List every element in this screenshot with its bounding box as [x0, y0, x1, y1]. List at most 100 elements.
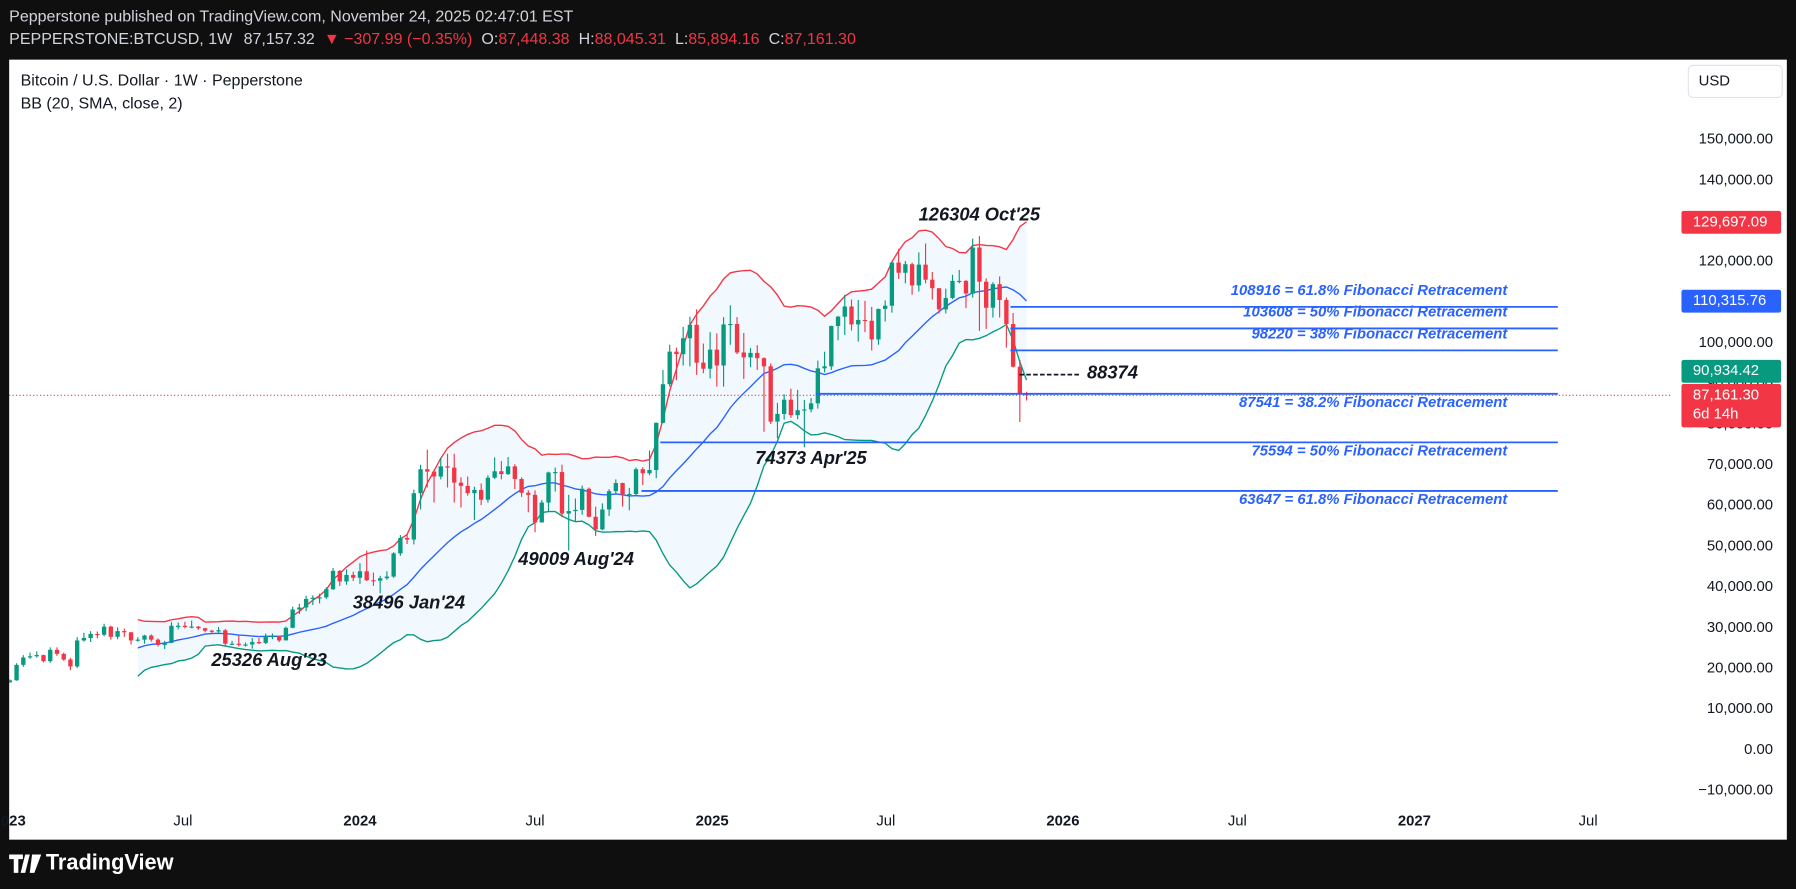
y-tick-label: 100,000.00	[1699, 335, 1773, 351]
candle-body	[647, 470, 652, 474]
y-tick-label: 70,000.00	[1707, 457, 1773, 473]
y-tick-label: 150,000.00	[1699, 132, 1773, 148]
candle-body	[74, 640, 80, 667]
candle-body	[781, 399, 787, 414]
candle-body	[95, 633, 100, 636]
candle-body	[404, 537, 410, 540]
candle-body	[526, 492, 531, 495]
candle-body	[943, 297, 948, 310]
ohlc-key: L:	[675, 30, 688, 48]
candle-body	[734, 324, 740, 353]
candle-body	[573, 509, 578, 512]
candle-body	[519, 478, 524, 493]
candle-body	[1010, 324, 1016, 367]
candle-body	[916, 264, 922, 286]
candle-body	[728, 324, 733, 326]
annotation: 126304 Oct'25	[919, 203, 1041, 224]
candle-body	[155, 639, 161, 645]
fib-label: 98220 = 38% Fibonacci Retracement	[1251, 326, 1508, 342]
candle-body	[101, 626, 107, 635]
x-tick-label: 2024	[343, 813, 377, 829]
currency-button[interactable]	[1687, 64, 1783, 99]
candle-body	[337, 570, 342, 582]
currency-label[interactable]: USD	[1699, 73, 1731, 89]
candle-body	[290, 609, 295, 628]
y-tick-label: −10,000.00	[1698, 782, 1773, 798]
price-label-box	[1681, 359, 1782, 383]
price-label-countdown: 6d 14h	[1693, 407, 1739, 423]
candle-body	[324, 589, 329, 598]
ohlc-key: O:	[481, 30, 498, 48]
candle-body	[229, 643, 235, 645]
ohlc-value: 88,045.31	[595, 30, 666, 48]
candle-body	[768, 366, 773, 422]
candle-body	[862, 319, 868, 322]
candle-body	[829, 326, 834, 367]
y-tick-label: 10,000.00	[1707, 701, 1773, 717]
x-tick-label: Jul	[1579, 813, 1598, 829]
candle-body	[169, 625, 174, 643]
candle-body	[276, 635, 282, 641]
x-tick-label: Jul	[876, 813, 895, 829]
candle-body	[364, 571, 369, 581]
brand-logo: TradingView	[9, 849, 174, 874]
candle-body	[182, 625, 188, 628]
candle-body	[613, 483, 619, 492]
candle-body	[122, 631, 127, 633]
candle-body	[539, 502, 544, 523]
chart-title: Bitcoin / U.S. Dollar · 1W · Pepperstone	[21, 72, 303, 90]
x-tick-label: Jul	[526, 813, 545, 829]
candle-body	[68, 659, 73, 667]
candle-body	[149, 635, 154, 640]
candle-body	[701, 362, 706, 369]
candle-body	[458, 482, 464, 486]
y-tick-label: 30,000.00	[1707, 620, 1773, 636]
candle-body	[411, 493, 417, 540]
indicator-legend: BB (20, SMA, close, 2)	[21, 95, 183, 113]
candle-body	[115, 631, 120, 637]
y-tick-label: 140,000.00	[1699, 172, 1773, 188]
candle-body	[741, 352, 746, 358]
candle-body	[135, 639, 140, 641]
candle-body	[606, 491, 612, 510]
candle-body	[236, 643, 241, 645]
candle-body	[687, 324, 693, 339]
x-tick-label: Jul	[173, 813, 192, 829]
candle-body	[930, 279, 935, 289]
candle-body	[586, 488, 592, 517]
candle-body	[553, 472, 558, 474]
candle-body	[21, 657, 26, 665]
price-label-box	[1681, 383, 1782, 428]
logo-mark	[9, 854, 42, 873]
candle-body	[391, 553, 396, 577]
price-label: 90,934.42	[1693, 363, 1759, 379]
candle-body	[418, 469, 423, 494]
candle-body	[142, 635, 147, 640]
candle-body	[633, 469, 639, 495]
candle-body	[640, 469, 645, 474]
candle-body	[303, 598, 309, 608]
candle-body	[175, 625, 181, 627]
ohlc-value: 85,894.16	[688, 30, 759, 48]
candle-body	[41, 655, 46, 662]
candle-body	[108, 626, 114, 637]
candle-body	[431, 471, 437, 477]
candle-body	[202, 628, 208, 631]
candle-body	[680, 338, 686, 355]
candle-body	[808, 403, 814, 410]
candle-body	[438, 466, 443, 477]
price-change: ▼ −307.99 (−0.35%)	[324, 30, 473, 48]
fib-label: 63647 = 61.8% Fibonacci Retracement	[1239, 492, 1508, 508]
candle-body	[627, 494, 632, 496]
candle-body	[256, 642, 262, 644]
candle-body	[815, 368, 821, 404]
ohlc-key: H:	[579, 30, 595, 48]
candle-body	[499, 471, 504, 475]
candle-body	[707, 349, 713, 369]
candle-body	[579, 488, 585, 510]
candle-body	[903, 264, 908, 273]
candle-body	[694, 324, 699, 363]
candle-body	[478, 489, 484, 500]
candle-body	[889, 262, 895, 306]
